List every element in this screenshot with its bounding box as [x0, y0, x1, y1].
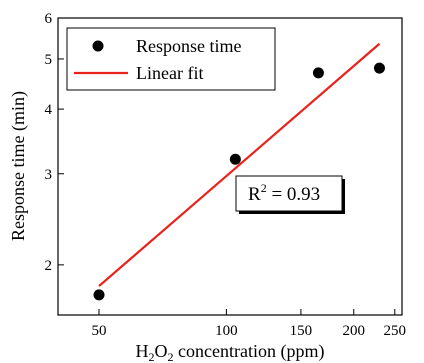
- ticks-layer: 50 100 150 200 250 2 3 4 5 6: [45, 11, 407, 339]
- y-tick-label: 4: [45, 102, 53, 118]
- x-title-sub2: 2: [168, 350, 174, 363]
- y-axis-title: Response time (min): [8, 91, 29, 241]
- legend-marker-response-time: [92, 40, 104, 52]
- data-point: [312, 67, 324, 79]
- data-point: [229, 153, 241, 165]
- legend-label-response-time: Response time: [136, 36, 242, 56]
- r2-value: = 0.93: [267, 184, 320, 205]
- r2-superscript: 2: [261, 181, 267, 195]
- data-point: [373, 62, 385, 74]
- y-tick-label: 5: [45, 52, 53, 68]
- legend-label-linear-fit: Linear fit: [136, 63, 203, 83]
- fit-line: [98, 42, 381, 287]
- r2-base: R: [248, 184, 261, 205]
- x-tick-label: 50: [92, 323, 107, 339]
- x-tick-label: 200: [343, 323, 366, 339]
- plot-frame: [57, 17, 403, 316]
- x-axis-title: H2O2 concentration (ppm): [136, 341, 325, 363]
- series-layer: [93, 42, 385, 301]
- y-tick-label: 2: [45, 258, 53, 274]
- x-tick-label: 100: [215, 323, 238, 339]
- r2-label: R2 = 0.93: [248, 181, 320, 205]
- data-point: [93, 289, 105, 301]
- legend: Response time Linear fit: [66, 27, 276, 91]
- legend-box: [66, 27, 276, 91]
- x-tick-label: 250: [384, 323, 407, 339]
- x-title-o: O: [155, 341, 168, 361]
- r2-box-frame: [235, 175, 343, 212]
- x-title-h: H: [136, 341, 149, 361]
- y-tick-label: 6: [45, 11, 53, 27]
- y-tick-label: 3: [45, 167, 53, 183]
- r2-annotation: R2 = 0.93: [235, 175, 345, 214]
- x-tick-label: 150: [290, 323, 313, 339]
- x-title-rest: concentration (ppm): [174, 341, 325, 362]
- x-title-sub1: 2: [149, 350, 155, 363]
